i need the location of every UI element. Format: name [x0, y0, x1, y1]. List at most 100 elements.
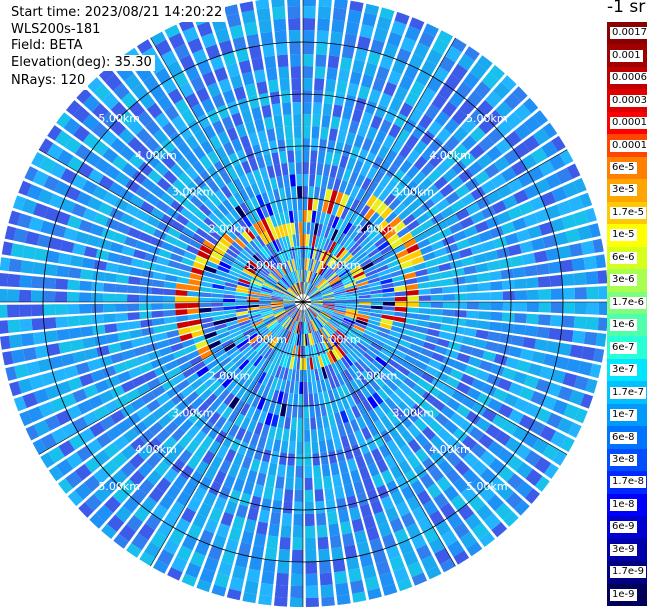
range-gate-cell — [404, 277, 418, 285]
range-gate-cell — [339, 118, 350, 132]
range-gate-cell — [271, 306, 284, 311]
range-gate-cell — [79, 315, 93, 326]
range-gate-cell — [518, 414, 535, 430]
range-gate-cell — [113, 435, 129, 451]
range-gate-cell — [188, 410, 202, 424]
range-gate-cell — [394, 528, 409, 544]
range-gate-cell — [116, 419, 132, 434]
range-gate-cell — [428, 153, 444, 168]
range-gate-cell — [177, 270, 191, 278]
range-gate-cell — [409, 249, 423, 260]
range-gate-cell — [281, 199, 288, 212]
range-gate-cell — [305, 573, 318, 586]
colorbar-tick-label: 1e-9 — [610, 588, 637, 601]
range-gate-cell — [410, 186, 424, 200]
range-gate-cell — [75, 362, 90, 375]
range-gate-cell — [303, 198, 308, 211]
range-gate-cell — [326, 351, 334, 364]
range-gate-cell — [407, 371, 421, 384]
azimuth-spoke — [150, 37, 304, 303]
range-gate-cell — [261, 218, 270, 231]
range-gate-cell — [43, 317, 57, 330]
range-gate-cell — [451, 390, 466, 403]
range-gate-cell — [235, 305, 248, 310]
range-gate-cell — [313, 318, 321, 330]
range-gate-cell — [131, 170, 147, 185]
range-gate-cell — [304, 282, 307, 295]
range-gate-cell — [513, 189, 529, 204]
range-gate-cell — [304, 441, 311, 454]
range-gate-cell — [165, 206, 180, 220]
range-gate-cell — [222, 199, 234, 212]
range-gate-cell — [463, 265, 477, 275]
range-gate-cell — [209, 229, 222, 241]
range-gate-cell — [370, 293, 383, 298]
range-gate-cell — [78, 219, 94, 233]
range-gate-cell — [139, 551, 155, 567]
range-gate-cell — [227, 323, 240, 331]
range-gate-cell — [166, 185, 181, 199]
range-gate-cell — [317, 428, 325, 442]
range-gate-cell — [186, 297, 200, 302]
range-gate-cell — [353, 361, 365, 373]
range-gate-cell — [344, 209, 355, 222]
range-gate-cell — [353, 480, 365, 495]
range-gate-cell — [205, 234, 219, 246]
range-gate-cell — [459, 247, 473, 259]
range-gate-cell — [311, 301, 324, 302]
range-gate-cell — [490, 363, 505, 377]
range-gate-cell — [277, 282, 288, 291]
range-gate-cell — [460, 373, 475, 386]
range-gate-cell — [355, 319, 368, 326]
range-gate-cell — [154, 67, 171, 84]
range-gate-cell — [176, 276, 190, 284]
range-gate-cell — [237, 466, 249, 481]
range-gate-cell — [285, 331, 292, 344]
range-gate-cell — [421, 146, 436, 162]
range-gate-cell — [239, 322, 252, 330]
range-gate-cell — [389, 392, 402, 406]
range-gate-cell — [372, 392, 384, 405]
range-gate-cell — [324, 225, 331, 239]
range-gate-cell — [282, 392, 289, 405]
range-gate-cell — [192, 513, 207, 529]
range-gate-cell — [422, 426, 436, 441]
range-gate-cell — [146, 377, 161, 390]
range-gate-cell — [336, 386, 346, 399]
range-gate-cell — [336, 373, 345, 386]
range-gate-cell — [175, 283, 189, 290]
range-gate-cell — [305, 321, 308, 334]
range-gate-cell — [406, 523, 421, 539]
range-gate-cell — [279, 264, 287, 276]
range-gate-cell — [247, 309, 260, 314]
range-gate-cell — [394, 302, 407, 307]
range-gate-cell — [534, 208, 550, 224]
range-gate-cell — [404, 25, 421, 42]
range-gate-cell — [154, 444, 170, 460]
range-gate-cell — [452, 325, 465, 335]
range-gate-cell — [405, 312, 419, 320]
range-gate-cell — [206, 335, 219, 345]
range-gate-cell — [265, 203, 274, 217]
range-gate-cell — [531, 147, 548, 164]
range-gate-cell — [382, 302, 395, 306]
range-gate-cell — [351, 443, 362, 458]
range-gate-cell — [396, 48, 412, 64]
range-gate-cell — [346, 352, 357, 364]
range-gate-cell — [370, 309, 383, 314]
range-gate-cell — [95, 504, 113, 522]
range-gate-cell — [141, 177, 156, 192]
range-gate-cell — [31, 276, 45, 289]
range-gate-cell — [167, 227, 182, 239]
range-gate-cell — [289, 42, 301, 55]
range-gate-cell — [195, 340, 208, 350]
range-gate-cell — [311, 210, 317, 223]
range-gate-cell — [316, 261, 323, 274]
range-gate-cell — [281, 329, 289, 342]
range-gate-cell — [269, 350, 278, 363]
range-gate-cell — [548, 327, 562, 341]
range-gate-cell — [243, 481, 255, 496]
range-gate-cell — [258, 410, 268, 424]
range-gate-cell — [320, 310, 333, 317]
range-gate-cell — [393, 113, 408, 128]
